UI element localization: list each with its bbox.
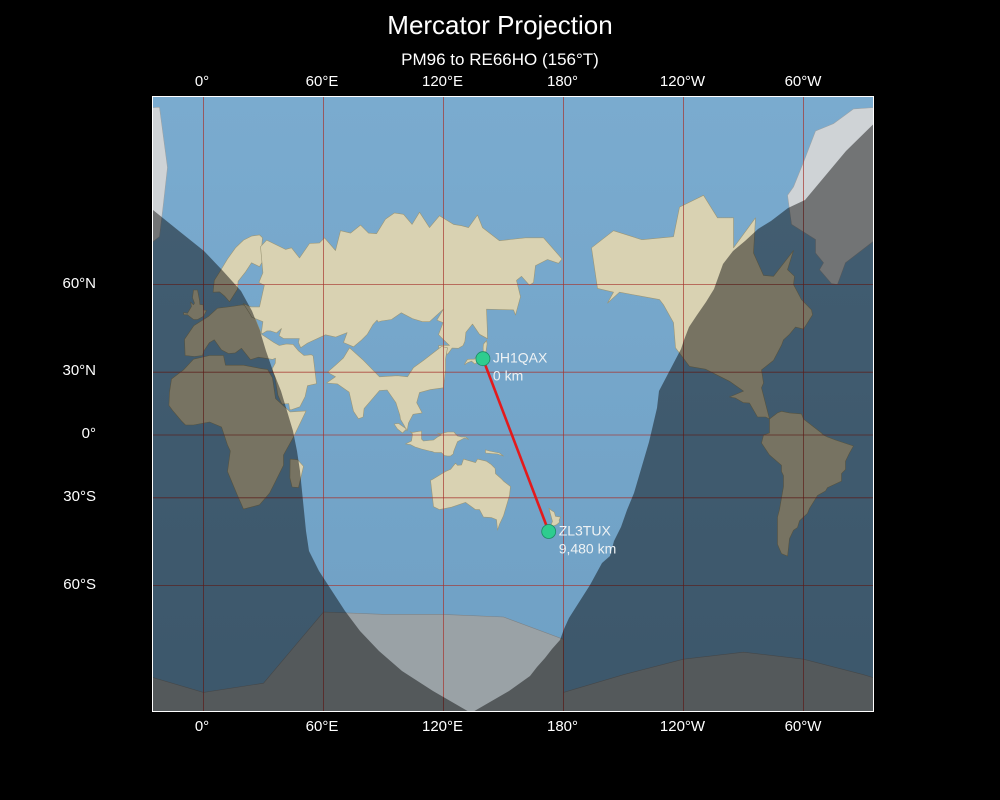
svg-text:JH1QAX: JH1QAX <box>493 350 548 366</box>
svg-text:9,480 km: 9,480 km <box>559 541 617 557</box>
svg-text:0 km: 0 km <box>493 368 523 384</box>
svg-text:ZL3TUX: ZL3TUX <box>559 523 612 539</box>
